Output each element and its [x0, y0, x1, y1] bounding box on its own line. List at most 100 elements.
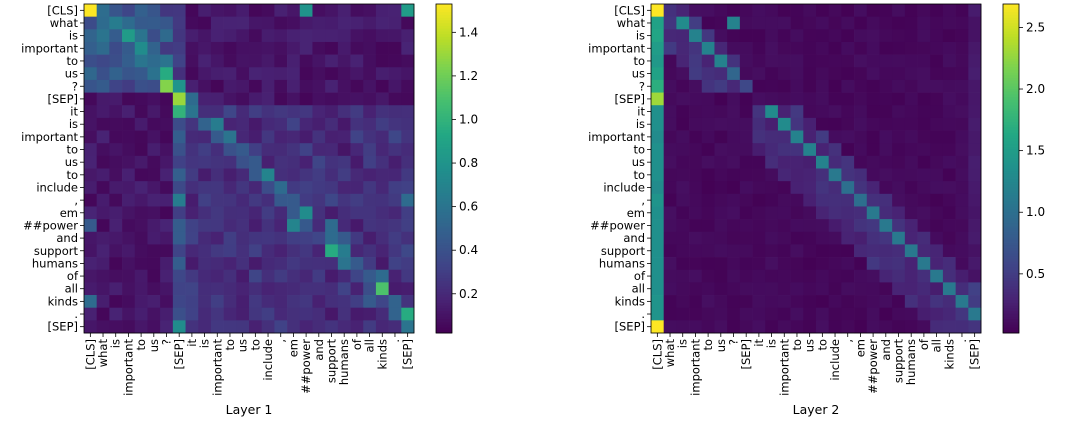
- colorbar-2-segment: [1003, 275, 1019, 279]
- colorbar-2-segment: [1003, 141, 1019, 145]
- colorbar-1-segment: [436, 173, 452, 178]
- colorbar-1-segment: [436, 20, 452, 24]
- heatmap-1-cell: [350, 105, 364, 119]
- heatmap-1-ytick-label: important: [21, 130, 78, 144]
- heatmap-1-cell: [109, 219, 123, 233]
- heatmap-2-cell: [930, 117, 944, 131]
- heatmap-1-cell: [274, 269, 288, 283]
- heatmap-1-cell: [401, 320, 415, 334]
- heatmap-2-cell: [841, 29, 855, 43]
- heatmap-2-cell: [955, 231, 969, 245]
- heatmap-1-cell: [198, 181, 212, 195]
- heatmap-2-cell: [955, 29, 969, 43]
- heatmap-2-cell: [777, 193, 791, 207]
- heatmap-2-cell: [866, 307, 880, 321]
- heatmap-1-cell: [210, 117, 224, 131]
- heatmap-2-cell: [714, 168, 728, 182]
- heatmap-2-cell: [892, 320, 906, 334]
- colorbar-1-segment: [436, 72, 452, 76]
- heatmap-2-cell: [663, 105, 677, 119]
- heatmap-1-cell: [287, 155, 301, 169]
- heatmap-2-cell: [854, 269, 868, 283]
- heatmap-1-cell: [375, 231, 389, 245]
- heatmap-1-cell: [325, 41, 339, 55]
- heatmap-2-cell: [930, 143, 944, 157]
- heatmap-1-cell: [109, 16, 123, 30]
- heatmap-1-cell: [375, 168, 389, 182]
- heatmap-2-cell: [752, 29, 766, 43]
- heatmap-1-cell: [147, 4, 161, 17]
- heatmap-1-cell: [160, 143, 174, 157]
- heatmap-2-cell: [930, 155, 944, 169]
- heatmap-1-cell: [375, 67, 389, 81]
- heatmap-2-cell: [739, 181, 753, 195]
- heatmap-2-cell: [816, 143, 830, 157]
- heatmap-2-cell: [663, 16, 677, 30]
- heatmap-2-cell: [790, 105, 804, 119]
- heatmap-1-cell: [160, 130, 174, 144]
- heatmap-2-cell: [701, 269, 715, 283]
- colorbar-2-segment: [1003, 6, 1019, 10]
- heatmap-1-cell: [134, 244, 148, 258]
- heatmap-2-cell: [765, 193, 779, 207]
- heatmap-1-cell: [134, 307, 148, 321]
- colorbar-2-segment: [1003, 179, 1019, 183]
- heatmap-2-cell: [942, 206, 956, 220]
- heatmap-1-cell: [172, 257, 186, 271]
- heatmap-2-cell: [879, 181, 893, 195]
- colorbar-2-segment: [1003, 130, 1019, 134]
- colorbar-2-segment: [1003, 269, 1019, 274]
- heatmap-1-cell: [325, 67, 339, 81]
- heatmap-2-cell: [968, 117, 982, 131]
- heatmap-2-cell: [790, 16, 804, 30]
- heatmap-1-cell: [122, 257, 136, 271]
- heatmap-2-cell: [777, 219, 791, 233]
- colorbar-2-segment: [1003, 280, 1019, 285]
- heatmap-1-cell: [312, 295, 326, 309]
- heatmap-1-cell: [109, 92, 123, 106]
- heatmap-2-cell: [930, 181, 944, 195]
- heatmap-1-cell: [274, 54, 288, 68]
- colorbar-1-segment: [436, 163, 452, 167]
- heatmap-1-cell: [122, 79, 136, 93]
- heatmap-1-cell: [274, 155, 288, 169]
- heatmap-2-cell: [930, 244, 944, 258]
- heatmap-2-cell: [777, 206, 791, 220]
- heatmap-1-cell: [261, 295, 275, 309]
- colorbar-1-segment: [436, 23, 452, 27]
- colorbar-1-segment: [436, 253, 452, 257]
- heatmap-1-cell: [274, 231, 288, 245]
- heatmap-2-cell: [854, 231, 868, 245]
- heatmap-1-cell: [160, 79, 174, 93]
- heatmap-2-cell: [803, 320, 817, 334]
- heatmap-2-cell: [968, 193, 982, 207]
- heatmap-1-cell: [84, 231, 98, 245]
- heatmap-2-cell: [930, 206, 944, 220]
- colorbar-1-segment: [436, 119, 452, 123]
- colorbar-2-segment: [1003, 50, 1019, 54]
- heatmap-1-cell: [299, 79, 313, 93]
- heatmap-1-cell: [172, 54, 186, 68]
- heatmap-1-cell: [109, 117, 123, 131]
- heatmap-2-cell: [714, 282, 728, 296]
- heatmap-1-cell: [134, 193, 148, 207]
- heatmap-1-cell: [160, 4, 174, 17]
- heatmap-1-cell: [401, 193, 415, 207]
- heatmap-1-cell: [249, 320, 263, 334]
- heatmap-2-cell: [816, 269, 830, 283]
- heatmap-1-cell: [249, 130, 263, 144]
- heatmap-2-cell: [651, 244, 665, 258]
- heatmap-2-ytick-label: include: [603, 180, 645, 194]
- heatmap-2-cell: [968, 4, 982, 17]
- heatmap-2-cell: [828, 219, 842, 233]
- heatmap-2-cell: [701, 41, 715, 55]
- heatmap-1-cell: [261, 41, 275, 55]
- heatmap-2-ytick-label: humans: [599, 256, 645, 270]
- colorbar-1-segment: [436, 209, 452, 213]
- heatmap-1-cell: [375, 41, 389, 55]
- heatmap-2-cell: [955, 320, 969, 334]
- heatmap-1-cell: [287, 307, 301, 321]
- heatmap-1-cell: [147, 105, 161, 119]
- heatmap-2-cell: [739, 117, 753, 131]
- heatmap-2-cell: [930, 105, 944, 119]
